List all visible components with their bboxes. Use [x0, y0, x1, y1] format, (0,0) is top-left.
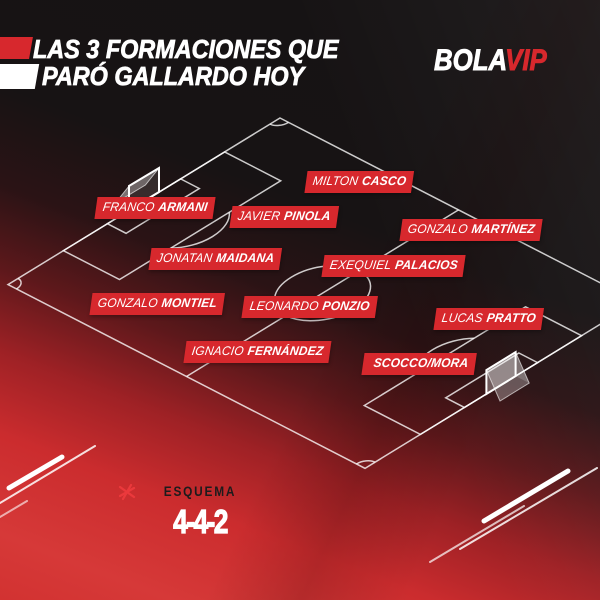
player-last-name: PONZIO — [321, 299, 371, 313]
player-last-name: PINOLA — [283, 209, 332, 223]
formation-block: ESQUEMA 4-4-2 — [150, 484, 250, 541]
player-first-name: JAVIER — [236, 209, 282, 223]
player-first-name: EXEQUIEL — [328, 258, 393, 272]
player-label: IGNACIO FERNÁNDEZ — [183, 341, 332, 363]
player-first-name: LEONARDO — [248, 299, 320, 313]
player-last-name: MAIDANA — [215, 251, 276, 265]
player-label: GONZALO MONTIEL — [89, 293, 226, 315]
player-first-name: GONZALO — [406, 222, 469, 236]
speed-line — [481, 468, 571, 524]
speed-lines-bottom-right — [429, 467, 598, 563]
player-first-name: FRANCO — [101, 200, 156, 214]
player-first-name: JONATAN — [155, 251, 214, 265]
penalty-arc-top — [171, 212, 242, 254]
player-label: EXEQUIEL PALACIOS — [321, 255, 467, 277]
player-first-name: GONZALO — [96, 296, 159, 310]
player-label: JAVIER PINOLA — [229, 206, 339, 228]
player-last-name: SCOCCO/MORA — [372, 356, 470, 370]
formation-label: ESQUEMA — [163, 484, 237, 499]
player-label: GONZALO MARTÍNEZ — [399, 219, 544, 241]
corner-arc — [357, 458, 376, 469]
page-title-line2: PARÓ GALLARDO HOY — [42, 61, 305, 91]
logo-part-vip: VIP — [505, 44, 547, 77]
player-first-name: LUCAS — [440, 311, 484, 325]
player-label: LUCAS PRATTO — [433, 308, 545, 330]
player-last-name: PALACIOS — [394, 258, 459, 272]
spark-icon — [118, 483, 136, 501]
speed-line — [459, 467, 598, 550]
spark-stroke — [118, 486, 136, 498]
player-label: LEONARDO PONZIO — [241, 296, 378, 318]
corner-arc — [8, 278, 27, 289]
goal-side-face — [515, 352, 530, 384]
player-label: MILTON CASCO — [304, 171, 415, 193]
speed-line — [0, 445, 96, 504]
goal-frame — [485, 350, 517, 396]
logo-part-bola: BOLA — [434, 44, 506, 77]
player-first-name: MILTON — [311, 174, 360, 188]
formation-value: 4-4-2 — [173, 502, 229, 540]
player-label: FRANCO ARMANI — [94, 197, 216, 219]
title-accent-red-block — [0, 37, 33, 59]
player-last-name: FERNÁNDEZ — [246, 344, 325, 358]
player-last-name: PRATTO — [485, 311, 538, 325]
player-last-name: MONTIEL — [160, 296, 219, 310]
speed-lines-bottom-left — [0, 445, 96, 518]
bolavip-logo: BOLAVIP — [434, 44, 548, 77]
player-last-name: ARMANI — [157, 200, 209, 214]
speed-line — [6, 454, 65, 491]
page-title-line1: LAS 3 FORMACIONES QUE — [33, 34, 339, 64]
player-last-name: CASCO — [361, 174, 408, 188]
player-first-name: IGNACIO — [190, 344, 245, 358]
title-accent-white-block — [0, 64, 40, 89]
player-label: JONATAN MAIDANA — [148, 248, 283, 270]
player-label: SCOCCO/MORA — [361, 353, 477, 375]
goal-icon-bottom — [485, 350, 530, 402]
player-last-name: MARTÍNEZ — [470, 222, 536, 236]
corner-arc — [270, 118, 289, 129]
speed-line — [0, 500, 28, 518]
speed-line — [429, 505, 525, 563]
